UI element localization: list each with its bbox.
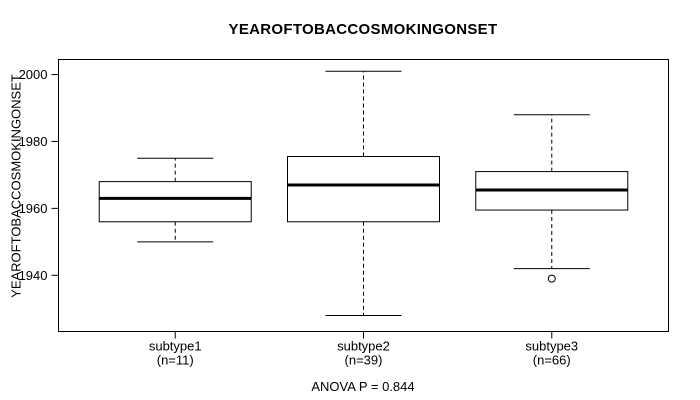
y-tick-label-1960: 1960 — [19, 201, 48, 216]
group-n-label-subtype3: (n=66) — [533, 353, 571, 368]
chart-title: YEAROFTOBACCOSMOKINGONSET — [228, 21, 498, 38]
y-tick-label-1980: 1980 — [19, 134, 48, 149]
group-label-subtype1: subtype1 — [149, 339, 202, 354]
box-subtype2 — [287, 156, 440, 223]
y-tick-label-1940: 1940 — [19, 268, 48, 283]
group-n-label-subtype2: (n=39) — [345, 353, 383, 368]
group-label-subtype2: subtype2 — [337, 339, 390, 354]
group-n-label-subtype1: (n=11) — [157, 353, 194, 368]
anova-p-value: ANOVA P = 0.844 — [311, 379, 415, 394]
box-subtype1 — [98, 181, 252, 223]
group-label-subtype3: subtype3 — [525, 339, 578, 354]
outlier-point-subtype3-0 — [547, 274, 556, 283]
y-tick-label-2000: 2000 — [19, 67, 48, 82]
